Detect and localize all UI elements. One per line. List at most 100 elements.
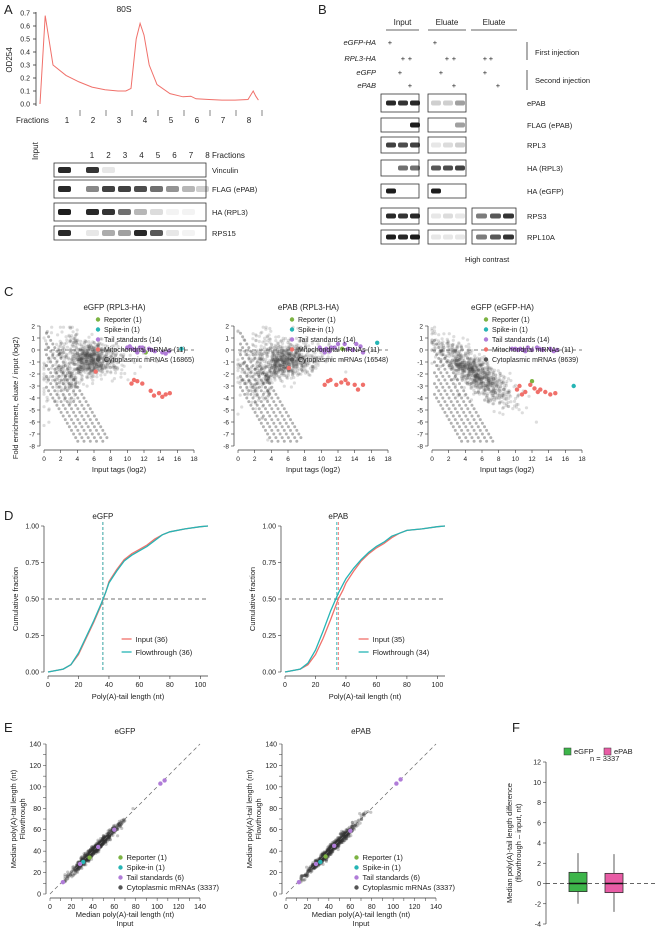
c-cyto-point bbox=[498, 400, 502, 404]
c-cyto-point bbox=[64, 335, 68, 339]
c-cyto-point bbox=[264, 327, 268, 331]
c-series-point bbox=[317, 345, 322, 350]
c-cyto-point bbox=[91, 352, 95, 356]
c-cyto-point bbox=[258, 358, 262, 362]
d-xtick-label: 40 bbox=[342, 682, 350, 689]
c-cyto-point bbox=[51, 354, 55, 358]
c-cyto-point bbox=[111, 365, 115, 369]
c-cyto-point bbox=[458, 403, 461, 407]
c-cyto-point bbox=[45, 374, 48, 378]
c-cyto-point bbox=[66, 362, 70, 366]
c-cyto-point bbox=[55, 385, 59, 389]
blot-band bbox=[182, 209, 195, 215]
c-cyto-point bbox=[247, 346, 251, 350]
c-cyto-point bbox=[277, 369, 281, 373]
c-cyto-point bbox=[46, 376, 50, 380]
c-cyto-point bbox=[472, 407, 476, 411]
c-cyto-point bbox=[107, 356, 111, 360]
c-series-point bbox=[535, 389, 540, 395]
c-cyto-point bbox=[244, 365, 249, 369]
c-cyto-point bbox=[260, 371, 264, 375]
c-cyto-point bbox=[292, 363, 296, 367]
c-cyto-point bbox=[99, 356, 103, 360]
c-cyto-point bbox=[277, 345, 281, 349]
c-cyto-point bbox=[465, 377, 469, 381]
c-cyto-point bbox=[294, 359, 298, 363]
c-cyto-point bbox=[296, 373, 300, 377]
c-cyto-point bbox=[300, 362, 304, 366]
c-cyto-point bbox=[255, 382, 259, 386]
c-cyto-point bbox=[251, 342, 255, 347]
blot-lane-label: 2 bbox=[106, 151, 111, 160]
c-cyto-point bbox=[265, 372, 269, 376]
c-cyto-point bbox=[242, 361, 246, 365]
c-cyto-point bbox=[257, 371, 261, 375]
c-xtick-label: 18 bbox=[384, 456, 392, 463]
c-cyto-point bbox=[258, 369, 262, 373]
c-cyto-point bbox=[303, 362, 308, 366]
d-xlabel: Poly(A)-tail length (nt) bbox=[329, 692, 402, 701]
c-cyto-point bbox=[61, 392, 65, 396]
c-cyto-point bbox=[243, 338, 247, 342]
c-ytick-label: 1 bbox=[225, 336, 229, 343]
c-cyto-point bbox=[47, 408, 51, 412]
b-eluate-strip bbox=[427, 117, 467, 133]
c-xtick-label: 6 bbox=[92, 456, 96, 463]
c-cyto-point bbox=[520, 411, 524, 415]
c-cyto-point bbox=[67, 384, 71, 388]
c-cyto-point bbox=[291, 354, 296, 358]
c-cyto-point bbox=[76, 367, 80, 371]
c-cyto-point bbox=[113, 365, 118, 369]
c-cyto-point bbox=[290, 363, 294, 367]
c-cyto-point bbox=[310, 369, 315, 373]
c-cyto-point bbox=[291, 361, 295, 365]
c-cyto-point bbox=[264, 374, 268, 378]
c-cyto-point bbox=[87, 340, 91, 344]
c-cyto-point bbox=[59, 365, 63, 369]
blot-strip bbox=[53, 225, 207, 241]
c-cyto-point bbox=[281, 367, 286, 371]
c-cyto-point bbox=[89, 345, 93, 349]
c-cyto-point bbox=[281, 364, 285, 368]
d-legend-label: Input (36) bbox=[136, 635, 169, 644]
b-band bbox=[431, 165, 441, 171]
c-cyto-point bbox=[284, 358, 288, 362]
b-plus-sign: + bbox=[489, 54, 494, 63]
c-cyto-point bbox=[501, 387, 506, 391]
c-cyto-point bbox=[286, 360, 290, 364]
c-cyto-point bbox=[516, 395, 520, 399]
c-cyto-point bbox=[48, 358, 52, 362]
c-cyto-point bbox=[273, 378, 277, 382]
c-cyto-point bbox=[74, 356, 78, 360]
c-cyto-point bbox=[55, 349, 59, 353]
c-cyto-point bbox=[53, 398, 57, 403]
c-cyto-point bbox=[93, 360, 97, 364]
c-cyto-point bbox=[236, 380, 240, 384]
c-cyto-point bbox=[84, 344, 88, 348]
c-xtick-label: 12 bbox=[334, 456, 342, 463]
c-cyto-point bbox=[71, 352, 75, 356]
c-cyto-point bbox=[310, 369, 314, 373]
c-cyto-point bbox=[105, 358, 109, 362]
c-cyto-point bbox=[54, 366, 58, 370]
c-cyto-point bbox=[96, 361, 100, 365]
profile-trace bbox=[39, 15, 259, 105]
c-cyto-point bbox=[472, 428, 476, 432]
c-cyto-point bbox=[47, 378, 51, 382]
c-cyto-point bbox=[264, 418, 267, 422]
c-plot-title: ePAB (RPL3-HA) bbox=[278, 303, 340, 312]
c-cyto-point bbox=[100, 365, 104, 369]
e-ylabel-top: Median poly(A)-tail length (nt) bbox=[9, 769, 18, 868]
profile-ytick-label: 0.4 bbox=[20, 50, 30, 57]
b-band bbox=[410, 165, 420, 171]
c-cyto-point bbox=[79, 339, 83, 343]
c-cyto-point bbox=[290, 354, 294, 358]
c-cyto-point bbox=[70, 351, 75, 355]
c-cyto-point bbox=[273, 361, 277, 365]
c-legend-label: Reporter (1) bbox=[104, 317, 142, 324]
c-cyto-point bbox=[305, 353, 309, 357]
c-cyto-point bbox=[245, 374, 249, 378]
c-cyto-point bbox=[85, 349, 89, 353]
c-cyto-point bbox=[261, 392, 265, 396]
c-cyto-point bbox=[275, 352, 279, 356]
